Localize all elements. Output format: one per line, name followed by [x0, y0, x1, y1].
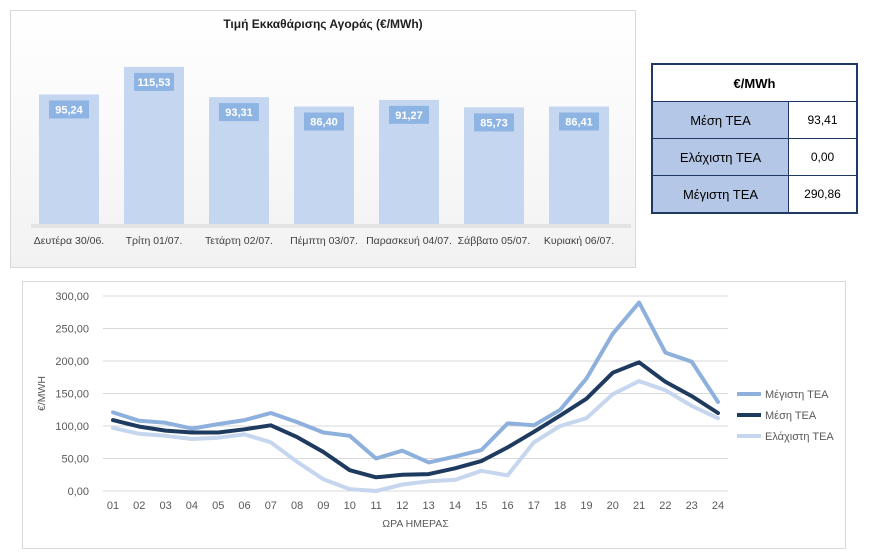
summary-row-min: Ελάχιστη ΤΕΑ 0,00 [651, 138, 858, 176]
bar-data-label: 91,27 [395, 110, 423, 122]
summary-value: 290,86 [788, 175, 858, 214]
line-chart: 0,00 50,00 100,00 150,00 200,00 250,00 300,00 0… [36, 291, 834, 530]
x-tick-label: 05 [212, 500, 224, 512]
line-chart-panel: 0,00 50,00 100,00 150,00 200,00 250,00 300,00 0… [22, 281, 846, 549]
y-axis-title: €/MWH [36, 376, 48, 411]
bar-data-label: 95,24 [55, 104, 83, 116]
series-line [111, 360, 720, 480]
summary-label: Μέση ΤΕΑ [651, 101, 789, 139]
x-tick-label: 08 [291, 500, 303, 512]
x-tick-label: 21 [633, 500, 645, 512]
summary-header: €/MWh [651, 63, 858, 102]
bar-category-label: Σάββατο 05/07. [458, 235, 531, 247]
x-tick-label: 06 [238, 500, 250, 512]
x-tick-label: 01 [107, 500, 119, 512]
x-tick-label: 09 [317, 500, 329, 512]
bar-category-label: Τρίτη 01/07. [126, 235, 183, 247]
bar-label-box [219, 103, 259, 122]
bar-chart-title: Τιμή Εκκαθάρισης Αγοράς (€/MWh) [223, 17, 423, 31]
bar [124, 66, 184, 224]
summary-row-max: Μέγιστη ΤΕΑ 290,86 [651, 175, 858, 214]
x-tick-label: 12 [396, 500, 408, 512]
bar-label-box [134, 72, 174, 91]
summary-label: Ελάχιστη ΤΕΑ [651, 138, 789, 176]
summary-label: Μέγιστη ΤΕΑ [651, 175, 789, 214]
x-axis-title: ΩΡΑ ΗΜΕΡΑΣ [382, 518, 449, 530]
y-tick-label: 50,00 [61, 454, 89, 466]
x-tick-label: 20 [607, 500, 619, 512]
x-tick-label: 17 [528, 500, 540, 512]
bar-category-label: Δευτέρα 30/06. [34, 235, 104, 247]
y-tick-label: 200,00 [55, 356, 89, 368]
summary-value: 0,00 [788, 138, 858, 176]
y-tick-label: 250,00 [55, 324, 89, 336]
legend-label: Ελάχιστη ΤΕΑ [765, 431, 834, 443]
x-tick-label: 16 [501, 500, 513, 512]
y-tick-label: 100,00 [55, 421, 89, 433]
summary-row-avg: Μέση ΤΕΑ 93,41 [651, 101, 858, 139]
x-tick-label: 04 [186, 500, 198, 512]
x-tick-label: 02 [133, 500, 145, 512]
x-tick-label: 18 [554, 500, 566, 512]
bar-label-box [49, 100, 89, 119]
x-tick-label: 13 [423, 500, 435, 512]
summary-table: €/MWh Μέση ΤΕΑ 93,41 Ελάχιστη ΤΕΑ 0,00 Μ… [651, 63, 858, 214]
bar-category-label: Πέμπτη 03/07. [290, 235, 358, 247]
summary-header-row: €/MWh [651, 63, 858, 102]
bar-data-label: 86,41 [565, 116, 593, 128]
bar-category-label: Τετάρτη 02/07. [205, 235, 273, 247]
bar-data-label: 86,40 [310, 116, 338, 128]
x-tick-label: 22 [659, 500, 671, 512]
bar-label-box [474, 113, 514, 132]
legend-label: Μέγιστη ΤΕΑ [765, 389, 829, 401]
legend-label: Μέση ΤΕΑ [765, 410, 817, 422]
x-tick-label: 14 [449, 500, 461, 512]
bar-data-label: 85,73 [480, 117, 508, 129]
x-tick-label: 03 [159, 500, 171, 512]
y-tick-label: 0,00 [68, 486, 89, 498]
bar-category-label: Παρασκευή 04/07. [366, 235, 452, 247]
bar-data-label: 115,53 [137, 77, 170, 89]
x-tick-label: 23 [686, 500, 698, 512]
series-line [111, 300, 720, 465]
x-tick-label: 19 [580, 500, 592, 512]
series-line [111, 379, 720, 493]
bar-label-box [304, 112, 344, 131]
bar-label-box [559, 112, 599, 131]
bar-chart-panel: 95,24 Δευτέρα 30/06. 115,53 Τρίτη 01/07. 93,… [10, 10, 636, 268]
y-tick-label: 300,00 [55, 291, 89, 303]
x-tick-label: 07 [265, 500, 277, 512]
x-tick-label: 10 [344, 500, 356, 512]
bar-category-label: Κυριακή 06/07. [544, 235, 614, 247]
y-tick-label: 150,00 [55, 389, 89, 401]
x-tick-label: 15 [475, 500, 487, 512]
summary-value: 93,41 [788, 101, 858, 139]
x-tick-label: 11 [370, 500, 381, 512]
x-tick-label: 24 [712, 500, 724, 512]
bar-label-box [389, 105, 429, 124]
bar-chart-floor [31, 224, 631, 228]
bar-chart: 95,24 Δευτέρα 30/06. 115,53 Τρίτη 01/07. 93,… [31, 66, 631, 247]
bar-data-label: 93,31 [225, 107, 253, 119]
